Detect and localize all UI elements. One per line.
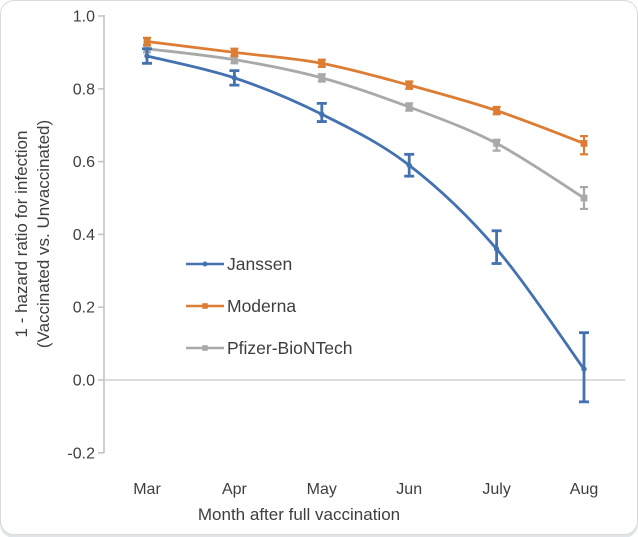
x-tick-label-mar: Mar — [133, 481, 161, 498]
legend-item-janssen — [186, 261, 224, 267]
moderna-line — [145, 40, 586, 145]
pfizer-biontech-line — [145, 47, 586, 200]
legend-label-moderna: Moderna — [227, 296, 296, 316]
janssen-marker-jun — [406, 162, 412, 168]
janssen-marker-july — [493, 246, 500, 252]
y-tick-label-0.6: 0.6 — [73, 154, 95, 171]
janssen-marker-may — [319, 111, 325, 117]
janssen-line — [145, 54, 586, 371]
legend-label-janssen: Janssen — [227, 254, 292, 274]
x-tick-label-may: May — [307, 481, 337, 498]
moderna-marker-may — [318, 59, 326, 67]
x-axis-title: Month after full vaccination — [198, 505, 400, 524]
y-tick-label--0.2: -0.2 — [67, 445, 95, 462]
moderna-marker-jun — [405, 81, 413, 89]
series-janssen — [142, 47, 589, 404]
legend-item-moderna — [186, 303, 224, 309]
legend-swatch-marker — [202, 345, 208, 351]
pfizer-biontech-marker-jun — [405, 103, 413, 111]
moderna-marker-aug — [580, 140, 588, 147]
y-tick-label-0.0: 0.0 — [73, 373, 95, 390]
legend-swatch-marker — [202, 303, 208, 309]
legend-swatch-marker — [202, 261, 208, 267]
y-tick-label-0.4: 0.4 — [73, 227, 95, 244]
moderna-marker-july — [493, 107, 500, 115]
legend-label-pfizer-biontech: Pfizer-BioNTech — [227, 338, 352, 358]
pfizer-biontech-marker-may — [318, 74, 326, 82]
y-axis-title-line-2: (Vaccinated vs. Unvaccinated) — [34, 120, 53, 348]
x-tick-label-apr: Apr — [222, 481, 248, 498]
y-tick-label-1.0: 1.0 — [73, 9, 95, 26]
pfizer-biontech-marker-aug — [580, 194, 588, 202]
series-moderna — [143, 36, 588, 156]
janssen-marker-apr — [231, 75, 238, 81]
moderna-marker-mar — [143, 38, 151, 45]
janssen-marker-aug — [581, 366, 587, 372]
x-tick-label-july: July — [482, 481, 510, 498]
legend-item-pfizer-biontech — [186, 345, 224, 351]
pfizer-biontech-marker-july — [493, 140, 500, 147]
x-tick-label-aug: Aug — [570, 481, 598, 498]
y-tick-label-0.2: 0.2 — [73, 300, 95, 317]
y-tick-label-0.8: 0.8 — [73, 81, 95, 98]
x-tick-label-jun: Jun — [396, 481, 422, 498]
y-axis-title-line-1: 1 - hazard ratio for infection — [12, 131, 31, 338]
janssen-marker-mar — [144, 53, 150, 59]
moderna-marker-apr — [231, 49, 238, 56]
pfizer-biontech-marker-apr — [231, 56, 238, 64]
legend — [186, 261, 224, 351]
